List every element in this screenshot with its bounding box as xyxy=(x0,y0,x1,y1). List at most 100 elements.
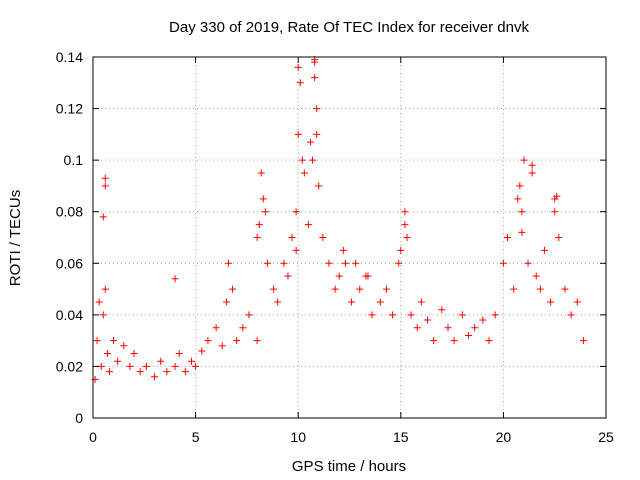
y-tick-label: 0.08 xyxy=(56,204,83,220)
data-point xyxy=(561,285,569,293)
data-point xyxy=(307,138,315,146)
data-point xyxy=(298,156,306,164)
data-point xyxy=(259,195,267,203)
data-point xyxy=(407,311,415,319)
x-tick-label: 15 xyxy=(393,429,409,445)
data-point xyxy=(547,298,555,306)
data-point xyxy=(233,337,241,345)
data-point xyxy=(401,221,409,229)
data-point xyxy=(331,285,339,293)
data-point xyxy=(485,337,493,345)
x-tick-label: 25 xyxy=(598,429,614,445)
data-point xyxy=(163,368,171,376)
data-point xyxy=(356,285,364,293)
data-point xyxy=(270,285,278,293)
data-point xyxy=(93,337,101,345)
data-point xyxy=(382,285,390,293)
data-point xyxy=(438,306,446,314)
data-point xyxy=(95,298,103,306)
data-point xyxy=(181,368,189,376)
data-point xyxy=(126,362,134,370)
data-point xyxy=(224,259,232,267)
data-point xyxy=(253,337,261,345)
data-point xyxy=(292,246,300,254)
data-point xyxy=(417,298,425,306)
data-point xyxy=(579,337,587,345)
data-point xyxy=(423,316,431,324)
data-point xyxy=(157,357,165,365)
x-tick-label: 10 xyxy=(290,429,306,445)
data-point xyxy=(348,298,356,306)
data-point xyxy=(567,311,575,319)
data-point xyxy=(499,259,507,267)
data-point xyxy=(397,246,405,254)
plot-frame xyxy=(92,56,607,419)
data-point xyxy=(395,259,403,267)
data-point xyxy=(364,272,372,280)
data-point xyxy=(518,208,526,216)
data-point xyxy=(239,324,247,332)
data-point xyxy=(261,208,269,216)
data-point xyxy=(311,58,319,66)
y-tick-label: 0 xyxy=(75,410,83,426)
y-tick-label: 0.02 xyxy=(56,358,83,374)
data-point xyxy=(536,285,544,293)
data-point xyxy=(192,362,200,370)
data-point xyxy=(187,357,195,365)
data-point xyxy=(245,311,253,319)
data-point xyxy=(514,195,522,203)
data-point xyxy=(413,324,421,332)
data-point xyxy=(573,298,581,306)
data-point xyxy=(253,234,261,241)
data-point xyxy=(339,246,347,254)
data-point xyxy=(222,298,230,306)
data-point xyxy=(458,311,466,319)
data-point xyxy=(465,331,473,339)
data-point xyxy=(304,221,312,229)
data-point xyxy=(352,259,360,267)
data-point xyxy=(255,221,263,229)
data-point xyxy=(430,337,438,345)
data-point xyxy=(518,228,526,236)
data-point xyxy=(315,182,323,190)
data-point xyxy=(136,368,144,376)
data-point xyxy=(516,182,524,190)
data-point xyxy=(491,311,499,319)
data-point xyxy=(280,259,288,267)
data-point xyxy=(309,156,317,164)
data-point xyxy=(335,272,343,280)
data-point xyxy=(313,105,321,113)
data-point xyxy=(229,285,237,293)
data-point xyxy=(555,234,563,241)
y-tick-label: 0.04 xyxy=(56,307,83,323)
y-tick-label: 0.06 xyxy=(56,255,83,271)
y-tick-label: 0.14 xyxy=(56,49,83,65)
data-point xyxy=(296,79,304,87)
data-point xyxy=(479,316,487,324)
data-point xyxy=(171,275,179,283)
data-point xyxy=(284,272,292,280)
data-point xyxy=(504,234,512,241)
data-point xyxy=(212,324,220,332)
data-point xyxy=(105,368,113,376)
data-point xyxy=(300,169,308,177)
data-point xyxy=(292,208,300,216)
data-point xyxy=(532,272,540,280)
data-point xyxy=(288,234,296,241)
data-point xyxy=(218,342,226,350)
data-point xyxy=(376,298,384,306)
data-point xyxy=(151,373,159,381)
data-point xyxy=(120,342,128,350)
data-point xyxy=(450,337,458,345)
data-point xyxy=(130,350,138,358)
data-point xyxy=(114,357,122,365)
data-point xyxy=(101,285,109,293)
data-point xyxy=(403,234,411,241)
data-point xyxy=(401,208,409,216)
chart-title: Day 330 of 2019, Rate Of TEC Index for r… xyxy=(169,19,529,36)
data-point xyxy=(313,130,321,138)
axis-ticks: 0 5 10 15 20 25 0 0.02 0.04 0.06 0.08 0.1 0.12 0.14 xyxy=(56,49,614,445)
x-tick-label: 20 xyxy=(496,429,512,445)
data-point xyxy=(263,259,271,267)
